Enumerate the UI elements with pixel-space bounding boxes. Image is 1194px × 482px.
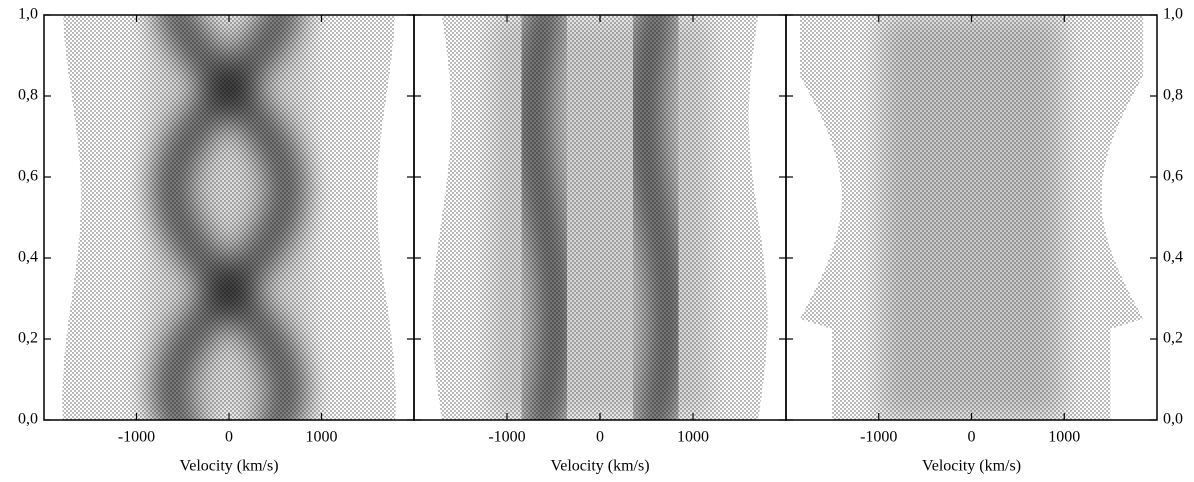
x-tick-label: 1000 (306, 429, 338, 446)
y-tick-label: 0,8 (1163, 87, 1183, 104)
y-tick-label: 1,0 (1163, 6, 1183, 23)
x-tick-label: 0 (596, 429, 604, 446)
halo (145, 15, 313, 420)
x-tick-label: 1000 (1048, 429, 1080, 446)
halo (878, 15, 1065, 420)
trailed-spectrum (62, 15, 396, 420)
x-tick-label: -1000 (488, 429, 525, 446)
trailed-spectrum (432, 15, 768, 420)
y-tick-label: 0,6 (1163, 168, 1183, 185)
y-tick-label: 0,2 (1163, 330, 1183, 347)
y-tick-label: 1,0 (18, 6, 38, 23)
trailed-spectrum (799, 15, 1144, 420)
x-tick-label: 1000 (677, 429, 709, 446)
x-axis-label: Velocity (km/s) (179, 458, 278, 475)
y-tick-label: 0,4 (18, 249, 38, 266)
x-tick-label: -1000 (860, 429, 897, 446)
x-tick-label: -1000 (118, 429, 155, 446)
y-tick-label: 0,2 (18, 330, 38, 347)
halo (488, 15, 712, 420)
y-tick-label: 0,6 (18, 168, 38, 185)
y-tick-label: 0,4 (1163, 249, 1183, 266)
x-tick-label: 0 (968, 429, 976, 446)
y-tick-label: 0,0 (18, 411, 38, 428)
x-axis-label: Velocity (km/s) (922, 458, 1021, 475)
x-tick-label: 0 (225, 429, 233, 446)
y-tick-label: 0,8 (18, 87, 38, 104)
y-tick-label: 0,0 (1163, 411, 1183, 428)
x-axis-label: Velocity (km/s) (550, 458, 649, 475)
